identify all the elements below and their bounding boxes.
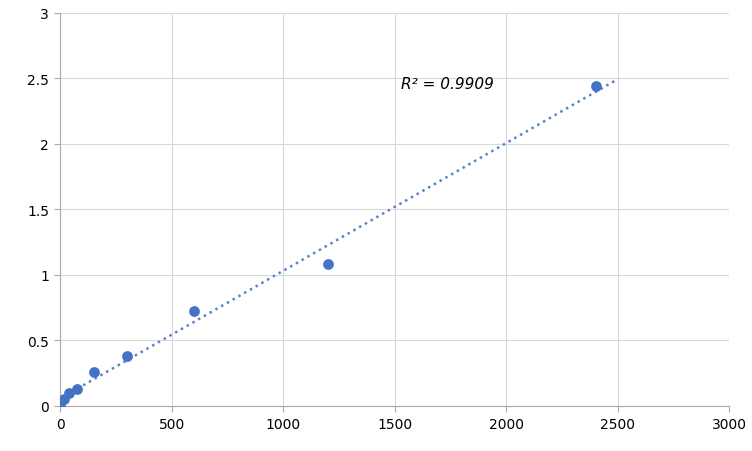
Point — [590, 83, 602, 90]
Point — [121, 353, 133, 360]
Point — [322, 261, 334, 268]
Point — [87, 368, 99, 376]
Text: R² = 0.9909: R² = 0.9909 — [402, 77, 494, 92]
Point — [54, 402, 66, 410]
Point — [188, 308, 200, 315]
Point — [59, 396, 71, 403]
Point — [62, 389, 74, 396]
Point — [71, 385, 83, 392]
